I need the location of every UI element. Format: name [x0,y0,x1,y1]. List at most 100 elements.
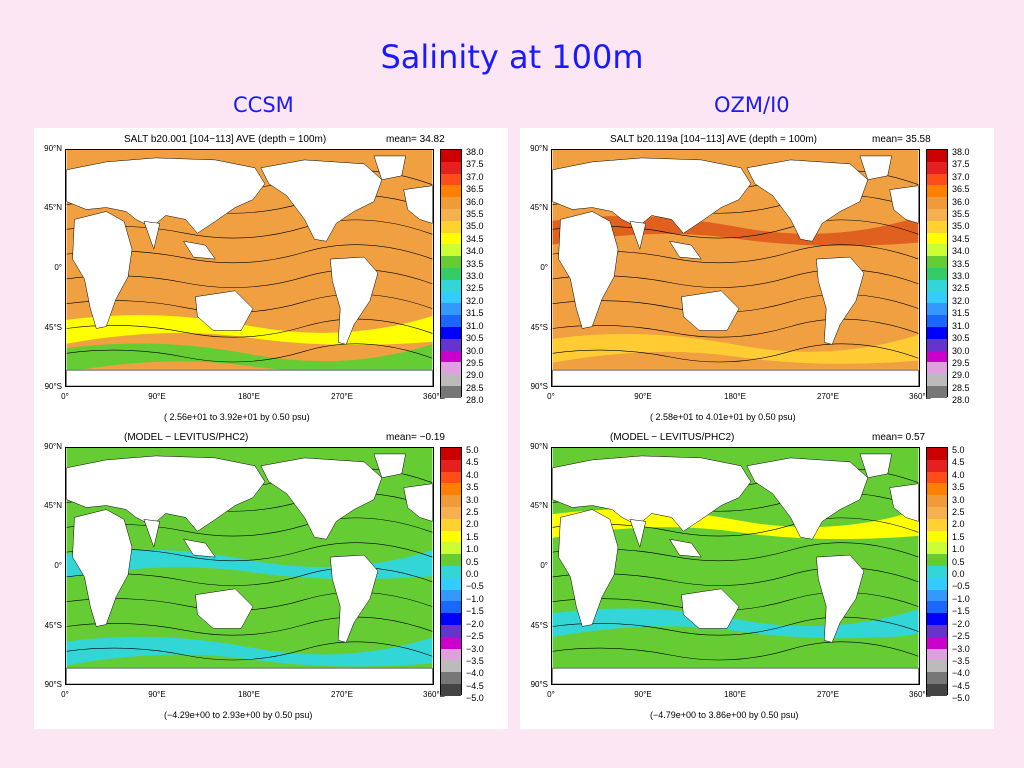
color-scale-label: 5.0 [952,445,965,455]
color-scale-swatch [441,267,461,280]
landmass [260,159,383,242]
salinity-band-2 [552,334,919,364]
color-scale-swatch [441,660,461,673]
color-scale-swatch [927,589,947,602]
color-scale-label: 34.0 [466,246,484,257]
panel-header: (MODEL − LEVITUS/PHC2) mean= −0.19 [34,432,508,446]
lat-tick-label: 0° [54,561,62,570]
lat-tick-label: 45°N [44,203,62,212]
color-scale-swatch [441,326,461,339]
lon-tick-label: 180°E [724,392,746,401]
landmass [681,290,740,331]
color-scale-swatch [441,648,461,661]
color-scale-swatch [441,232,461,245]
color-scale-swatch [441,601,461,614]
color-scale-label: 34.0 [952,246,970,257]
lat-tick-label: 45°S [530,323,548,332]
color-scale-label: 37.0 [952,171,970,182]
color-scale-label: 33.5 [952,258,970,269]
color-scale-label: 37.5 [952,159,970,170]
color-scale-label: 3.5 [466,482,479,493]
lon-tick-label: 270°E [331,392,353,401]
lat-tick-label: 90°S [44,680,62,689]
color-scale-swatch [441,530,461,543]
color-scale-swatch [441,303,461,316]
color-scale-label: 35.5 [466,209,484,220]
panel-header-title: (MODEL − LEVITUS/PHC2) [124,432,249,443]
color-scale-swatch [927,613,947,625]
salinity-band-1 [66,343,433,374]
landmass [143,519,161,549]
lat-tick-label: 45°S [44,621,62,630]
landmass [816,554,865,643]
color-scale-swatch [441,279,461,292]
landmass [552,369,919,386]
landmass [816,256,865,345]
color-scale-label: 33.0 [466,271,484,282]
color-scale-label: 2.5 [466,507,479,518]
color-scale-label: 36.5 [466,184,484,195]
contour-line [552,517,919,537]
color-scale-label: 36.5 [952,184,970,195]
lon-tick-label: 360°E [423,690,445,699]
color-scale-label: −5.0 [952,693,970,704]
landmass [746,457,869,540]
world-map [551,149,920,387]
lon-tick-label: 180°E [238,690,260,699]
lon-tick-label: 0° [547,690,555,699]
color-scale-swatch [927,220,947,233]
color-scale-label: 4.5 [466,457,479,468]
color-scale-swatch [441,542,461,555]
color-scale-label: 28.5 [952,382,970,393]
panel-header: (MODEL − LEVITUS/PHC2) mean= 0.57 [520,432,994,446]
color-scale-label: 35.5 [952,209,970,220]
color-scale-label: −3.0 [952,643,970,654]
color-scale-label: 28.0 [466,395,484,406]
color-scale-label: 34.5 [952,233,970,244]
color-scale-label: 32.5 [466,283,484,294]
color-scale-label: 4.0 [466,469,479,480]
lat-tick-label: 90°N [530,144,548,153]
color-scale-label: 1.5 [952,531,965,542]
contour-range-note: ( 2.56e+01 to 3.92e+01 by 0.50 psu) [164,412,310,422]
lon-tick-label: 270°E [331,690,353,699]
landmass [260,457,383,540]
landmass [66,667,433,684]
color-scale-swatch [927,385,947,398]
world-map [65,447,434,685]
color-scale-swatch [441,220,461,233]
color-scale-label: 3.5 [952,482,965,493]
landmass [72,211,133,329]
landmass [889,483,919,522]
color-scale-swatch [927,326,947,339]
color-scale-swatch [927,244,947,257]
color-scale-label: 35.0 [952,221,970,232]
color-scale-swatch [927,495,947,507]
color-scale-swatch [441,577,461,590]
color-scale-swatch [927,471,947,484]
color-scale-label: 29.0 [952,370,970,381]
color-scale-label: 36.0 [466,196,484,207]
landmass [72,509,133,627]
color-scale-label: 0.0 [466,569,479,580]
color-scale-swatch [927,291,947,304]
landmass [552,157,752,234]
color-scale-swatch [927,518,947,531]
contour-line [66,616,433,636]
contour-line [552,219,919,239]
color-scale-label: 0.5 [466,556,479,567]
color-scale-swatch [441,672,461,684]
landmass [403,185,433,224]
landmass [373,155,406,181]
color-scale-label: −2.5 [466,631,484,642]
color-scale-swatch [441,565,461,578]
lon-tick-label: 360°E [423,392,445,401]
color-scale-label: 31.0 [952,320,970,331]
color-scale-swatch [441,315,461,327]
lat-tick-label: 0° [540,263,548,272]
color-scale-label: 1.5 [466,531,479,542]
color-scale-bar [440,447,462,696]
color-scale-label: −2.0 [952,618,970,629]
landmass [746,159,869,242]
salinity-band-3 [552,632,919,662]
